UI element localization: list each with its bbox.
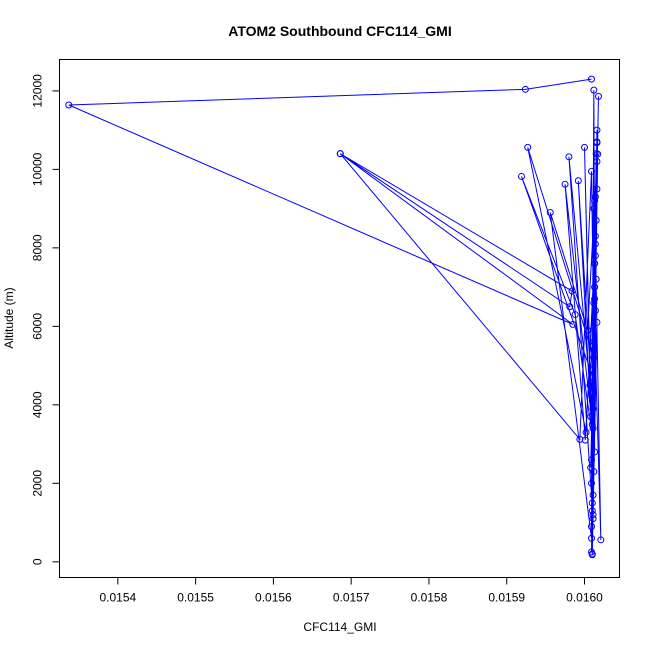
data-point xyxy=(569,320,577,328)
x-tick-label: 0.0156 xyxy=(255,591,292,605)
plot-frame xyxy=(59,59,620,578)
data-point xyxy=(561,180,569,188)
y-tick-label: 10000 xyxy=(31,152,45,186)
y-tick-label: 2000 xyxy=(31,470,45,497)
data-point xyxy=(593,158,601,166)
data-point xyxy=(65,101,73,109)
y-axis: 0 2000 4000 6000 8000 10000 12000 xyxy=(31,74,60,565)
x-tick-label: 0.0154 xyxy=(99,591,136,605)
data-point xyxy=(588,167,595,175)
data-point xyxy=(591,283,599,291)
x-tick-label: 0.0155 xyxy=(177,591,214,605)
data-point xyxy=(593,139,601,147)
data-point xyxy=(589,405,597,413)
x-tick-label: 0.0160 xyxy=(566,591,603,605)
x-axis: 0.0154 0.0155 0.0156 0.0157 0.0158 0.0159 0.01… xyxy=(99,577,603,605)
data-point xyxy=(591,197,599,205)
chart-title: ATOM2 Southbound CFC114_GMI xyxy=(228,23,452,39)
data-point xyxy=(590,468,598,476)
data-point xyxy=(589,373,597,381)
data-point xyxy=(588,548,595,556)
data-point xyxy=(574,177,582,185)
data-point xyxy=(591,232,599,240)
data-point xyxy=(588,534,595,542)
data-point xyxy=(588,389,596,397)
data-point xyxy=(592,216,600,224)
x-tick-label: 0.0157 xyxy=(333,591,370,605)
x-axis-label: CFC114_GMI xyxy=(303,620,376,634)
data-point xyxy=(593,185,601,193)
data-point xyxy=(590,205,598,213)
data-point xyxy=(568,287,576,295)
data-point xyxy=(581,143,588,151)
data-point xyxy=(565,153,573,161)
data-point xyxy=(588,420,596,428)
data-point xyxy=(589,424,597,432)
x-tick-label: 0.0158 xyxy=(411,591,448,605)
data-point xyxy=(590,299,598,307)
data-point xyxy=(571,311,579,319)
data-point xyxy=(586,381,594,389)
y-tick-label: 6000 xyxy=(31,313,45,340)
data-point xyxy=(589,515,597,523)
data-point xyxy=(584,326,592,334)
x-tick-label: 0.0159 xyxy=(488,591,525,605)
data-point xyxy=(588,507,596,515)
data-point xyxy=(588,397,596,405)
y-tick-label: 8000 xyxy=(31,234,45,261)
data-point xyxy=(336,150,344,158)
data-point xyxy=(589,491,597,499)
series-layer xyxy=(65,75,605,559)
data-point xyxy=(588,551,596,559)
y-tick-label: 12000 xyxy=(31,74,45,108)
data-point xyxy=(588,456,595,464)
data-point xyxy=(590,86,598,94)
data-point xyxy=(591,240,599,248)
data-point xyxy=(521,85,529,93)
data-point xyxy=(546,209,554,217)
data-point xyxy=(591,260,599,268)
y-axis-label: Altitude (m) xyxy=(2,287,16,348)
y-tick-label: 4000 xyxy=(31,391,45,418)
data-point xyxy=(589,366,597,374)
data-point xyxy=(591,307,599,315)
data-point xyxy=(594,150,602,158)
data-point xyxy=(581,436,589,444)
data-point xyxy=(518,172,525,180)
data-point xyxy=(591,252,599,260)
data-point xyxy=(592,275,600,283)
data-point xyxy=(588,75,595,83)
data-point xyxy=(590,354,598,362)
data-point xyxy=(524,143,532,151)
data-point xyxy=(591,295,599,303)
data-point xyxy=(582,428,590,436)
data-point xyxy=(591,193,599,201)
data-point xyxy=(587,413,595,421)
data-point xyxy=(566,303,574,311)
data-point xyxy=(597,536,605,544)
series-line xyxy=(68,78,602,555)
data-point xyxy=(591,448,599,456)
data-point xyxy=(588,499,596,507)
data-point xyxy=(595,92,602,100)
data-point xyxy=(588,522,595,530)
data-point xyxy=(593,318,601,326)
y-tick-label: 0 xyxy=(31,558,45,565)
data-point xyxy=(589,511,597,519)
data-point xyxy=(593,126,601,134)
data-point xyxy=(590,346,598,354)
data-point xyxy=(590,338,598,346)
data-point xyxy=(588,479,595,487)
